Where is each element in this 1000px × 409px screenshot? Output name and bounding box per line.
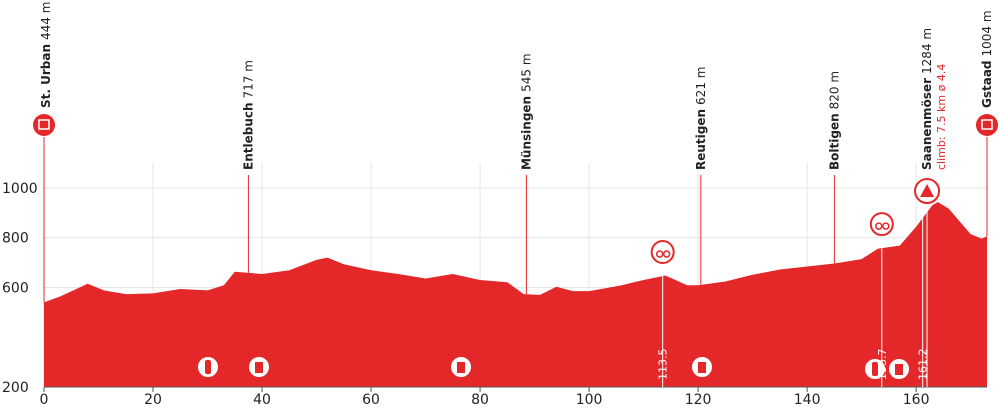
place-elevation: 820 m [827,71,841,109]
x-tick-label: 20 [144,392,162,408]
start-icon [33,114,55,136]
place-elevation: 717 m [241,60,255,98]
sprint-glyph [875,222,883,230]
place-name: St. Urban [39,44,53,108]
place-name: Münsingen [519,96,533,170]
place-name: Entlebuch [241,102,255,170]
y-tick-label: 200 [2,380,29,396]
sprint-glyph [662,250,671,258]
place-name: Gstaad [980,60,994,108]
x-tick-label: 120 [685,392,712,408]
km-marker-label: 153.7 [876,349,889,381]
place-label: Boltigen 820 m [827,71,841,170]
place-elevation: 1004 m [980,10,994,56]
start-glyph [38,119,50,130]
place-label: Münsingen 545 m [519,53,533,170]
place-elevation: 545 m [519,53,533,91]
x-tick-label: 0 [40,392,49,408]
service-icons [196,355,911,381]
x-tick-label: 40 [253,392,271,408]
finish-glyph [981,119,993,130]
sprint-glyph [882,222,890,230]
place-elevation: 1284 m [920,28,934,74]
place-label: St. Urban 444 m [39,2,53,108]
x-tick-label: 160 [903,392,930,408]
km-marker-label: 161.2 [917,349,930,381]
place-label: Reutigen 621 m [694,67,708,170]
place-label: Entlebuch 717 m [241,60,255,170]
climb-info: climb: 7.5 km ø 4.4 [935,64,948,170]
y-tick-label: 1000 [2,181,38,197]
place-label: Gstaad 1004 m [980,10,994,108]
place-label: Saanenmöser 1284 m [920,28,934,170]
place-name: Reutigen [694,109,708,170]
x-tick-label: 60 [362,392,380,408]
km-marker-label: 113.5 [657,349,670,381]
finish-icon [976,114,998,136]
y-tick-label: 600 [2,280,29,296]
x-tick-label: 100 [576,392,603,408]
sprint-glyph [655,250,664,258]
x-tick-label: 80 [471,392,489,408]
y-tick-label: 800 [2,231,29,247]
x-tick-label: 140 [794,392,821,408]
place-elevation: 444 m [39,2,53,40]
elevation-area [44,202,987,387]
place-name: Boltigen [827,113,841,170]
place-elevation: 621 m [694,67,708,105]
place-name: Saanenmöser [920,78,934,170]
climb-glyph [920,184,935,197]
